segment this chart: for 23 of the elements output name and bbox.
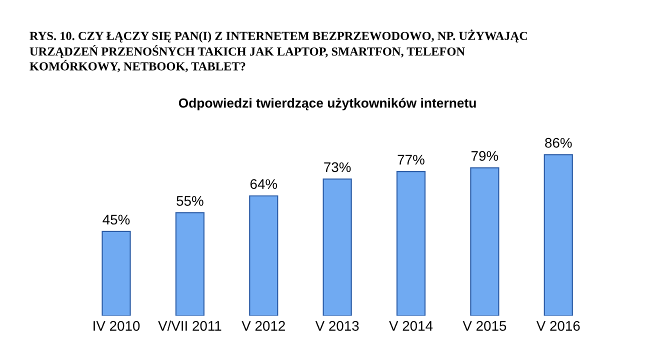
bar <box>249 195 278 316</box>
x-tick-label: V 2013 <box>315 321 359 331</box>
bar <box>544 154 573 316</box>
chart-title: RYS. 10. CZY ŁĄCZY SIĘ PAN(I) Z INTERNETEM BEZPRZEWODOWO, NP. UŻYWAJĄC URZĄDZEŃ PRZENOŚNYCH TAKICH JAK LAPTOP, SMARTFON, TELEFON KOMÓRKOWY, NETBOOK, TABLET? <box>30 29 528 72</box>
bar <box>396 170 426 316</box>
bar <box>322 178 352 316</box>
x-tick-label: V 2015 <box>462 321 506 331</box>
data-label: 79% <box>472 151 498 161</box>
x-tick-label: V 2012 <box>242 321 285 331</box>
data-label: 55% <box>176 196 204 206</box>
bar <box>102 230 131 316</box>
data-label: 73% <box>324 162 351 172</box>
x-tick-label: V 2014 <box>389 321 433 331</box>
bar <box>470 167 500 316</box>
bar <box>175 212 205 316</box>
x-tick-label: V/VII 2011 <box>158 320 222 331</box>
data-label: 64% <box>250 179 278 189</box>
data-label: 86% <box>545 138 572 148</box>
data-label: 77% <box>398 154 424 165</box>
chart-subtitle: Odpowiedzi twierdzące użytkowników internetu <box>178 98 476 110</box>
data-label: 45% <box>102 214 130 225</box>
x-tick-label: V 2016 <box>536 321 580 331</box>
x-tick-label: IV 2010 <box>94 321 140 331</box>
